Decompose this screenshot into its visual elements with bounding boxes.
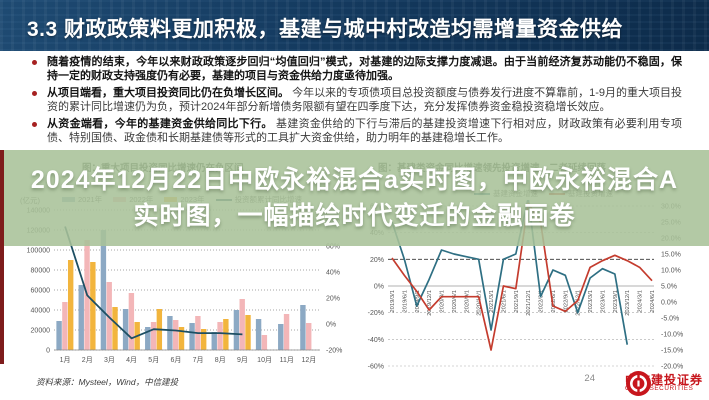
svg-text:20%: 20% [326, 296, 340, 303]
svg-text:2023/3/1: 2023/3/1 [588, 290, 594, 313]
svg-text:10.0%: 10.0% [661, 268, 681, 275]
svg-text:60%: 60% [326, 244, 340, 251]
bullet-lead: 从项目端看，重大项目投资同比仍在负增长区间。 [47, 87, 290, 100]
svg-text:2022/6/1: 2022/6/1 [551, 290, 557, 313]
svg-text:2021/3/1: 2021/3/1 [489, 290, 495, 313]
svg-text:-60%: -60% [368, 364, 384, 371]
left-chart-plot: 020000400006000080000100000120000140000-… [27, 208, 343, 365]
headline-overlay-band: 2024年12月22日中欧永裕混合a实时图，中欧永裕混合A 实时图，一幅描绘时代… [0, 150, 709, 246]
svg-text:7月: 7月 [193, 356, 204, 364]
svg-text:10月: 10月 [257, 356, 272, 364]
bullet-rest: 今年以来的专项债项目总投资额度与债券发行进度不算靠前，1-9月的重大项目投资的累… [47, 87, 682, 113]
svg-text:2024/6/1: 2024/6/1 [650, 290, 656, 313]
source-note: 资料来源：Mysteel，Wind，中信建投 [36, 377, 179, 387]
svg-text:5.0%: 5.0% [661, 284, 677, 291]
bullet-item: 从资金端看，今年的基建资金供给同比下行。 基建资金供给的下行与滞后的基建投资增速… [30, 118, 682, 145]
svg-text:40%: 40% [326, 270, 340, 277]
svg-text:4月: 4月 [126, 356, 137, 364]
svg-text:-20%: -20% [368, 310, 384, 317]
svg-text:-5.0%: -5.0% [661, 316, 679, 323]
page-title: 3.3 财政政策料更加积极，基建与城中村改造均需增量资金供给 [27, 18, 624, 41]
svg-text:2021/6/1: 2021/6/1 [501, 290, 507, 313]
china-securities-logo: 中信建投证券 CHINA SECURITIES [624, 370, 703, 396]
svg-text:2021/12/1: 2021/12/1 [526, 290, 532, 316]
svg-text:0: 0 [46, 348, 50, 355]
svg-text:2023/9/1: 2023/9/1 [613, 290, 619, 313]
svg-text:2022/3/1: 2022/3/1 [539, 290, 545, 313]
page-number: 24 [584, 373, 595, 384]
svg-text:2019/12/1: 2019/12/1 [427, 290, 433, 316]
svg-text:2024/3/1: 2024/3/1 [638, 290, 644, 313]
left-chart: 图：重大项目投资同比增速仍在负区间 (亿元) 2021年2022年2023年投资… [14, 154, 354, 366]
svg-text:0.0%: 0.0% [661, 300, 677, 307]
svg-text:2021/9/1: 2021/9/1 [514, 290, 520, 313]
svg-text:1月: 1月 [60, 356, 71, 364]
svg-text:-15.0%: -15.0% [661, 348, 683, 355]
svg-text:2019/9/1: 2019/9/1 [415, 290, 421, 313]
svg-text:6月: 6月 [170, 356, 181, 364]
svg-text:2019/6/1: 2019/6/1 [402, 290, 408, 313]
bullet-lead: 从资金端看，今年的基建资金供给同比下行。 [47, 118, 273, 131]
svg-text:-20.0%: -20.0% [661, 364, 683, 371]
svg-text:8月: 8月 [215, 356, 226, 364]
left-red-accent-bar [0, 150, 4, 364]
svg-text:60000: 60000 [31, 288, 51, 295]
logo-en-text: CHINA SECURITIES [624, 385, 694, 393]
svg-text:-10.0%: -10.0% [661, 332, 683, 339]
svg-text:-40%: -40% [368, 337, 384, 344]
bullet-dot-icon [32, 60, 37, 65]
svg-text:80000: 80000 [31, 268, 51, 275]
bullet-item: 从项目端看，重大项目投资同比仍在负增长区间。 今年以来的专项债项目总投资额度与债… [30, 87, 682, 114]
svg-text:2022/12/1: 2022/12/1 [576, 290, 582, 316]
bullet-rest: 基建资金供给的下行与滞后的基建投资增速下行相对应，财政政策有必要利用专项债、特别… [47, 118, 683, 144]
slide-header-banner: 3.3 财政政策料更加积极，基建与城中村改造均需增量资金供给 [0, 0, 709, 51]
bullet-lead: 随着疫情的结束，今年以来财政政策逐步回归“均值回归”模式，对基建的边际支撑力度减… [47, 56, 682, 82]
svg-text:2020/6/1: 2020/6/1 [452, 290, 458, 313]
svg-text:0%: 0% [326, 322, 336, 329]
svg-text:3月: 3月 [104, 356, 115, 364]
svg-text:12月: 12月 [302, 356, 317, 364]
headline-line-1: 2024年12月22日中欧永裕混合a实时图，中欧永裕混合A [30, 166, 679, 194]
bullet-item: 随着疫情的结束，今年以来财政政策逐步回归“均值回归”模式，对基建的边际支撑力度减… [30, 56, 682, 83]
svg-text:11月: 11月 [280, 356, 294, 364]
svg-text:2020/3/1: 2020/3/1 [440, 290, 446, 313]
svg-text:2022/9/1: 2022/9/1 [563, 290, 569, 313]
svg-text:0%: 0% [374, 284, 384, 291]
svg-text:2月: 2月 [82, 356, 93, 364]
headline-line-2: 实时图，一幅描绘时代变迁的金融画卷 [133, 202, 576, 230]
svg-text:15.0%: 15.0% [661, 252, 681, 259]
svg-text:2023/6/1: 2023/6/1 [600, 290, 606, 313]
svg-text:5月: 5月 [148, 356, 159, 364]
svg-text:2020/9/1: 2020/9/1 [464, 290, 470, 313]
svg-text:100000: 100000 [27, 248, 50, 255]
bullet-dot-icon [32, 122, 37, 128]
svg-text:20%: 20% [370, 257, 384, 264]
svg-text:20000: 20000 [31, 328, 51, 335]
svg-text:-20%: -20% [326, 348, 342, 355]
svg-text:40000: 40000 [31, 308, 51, 315]
svg-text:9月: 9月 [237, 356, 248, 364]
bullet-list: 随着疫情的结束，今年以来财政政策逐步回归“均值回归”模式，对基建的边际支撑力度减… [30, 56, 682, 150]
china-securities-logo-icon [625, 370, 651, 396]
svg-text:2023/12/1: 2023/12/1 [625, 290, 631, 316]
bullet-dot-icon [32, 91, 37, 97]
svg-text:2019/3/1: 2019/3/1 [390, 290, 396, 313]
